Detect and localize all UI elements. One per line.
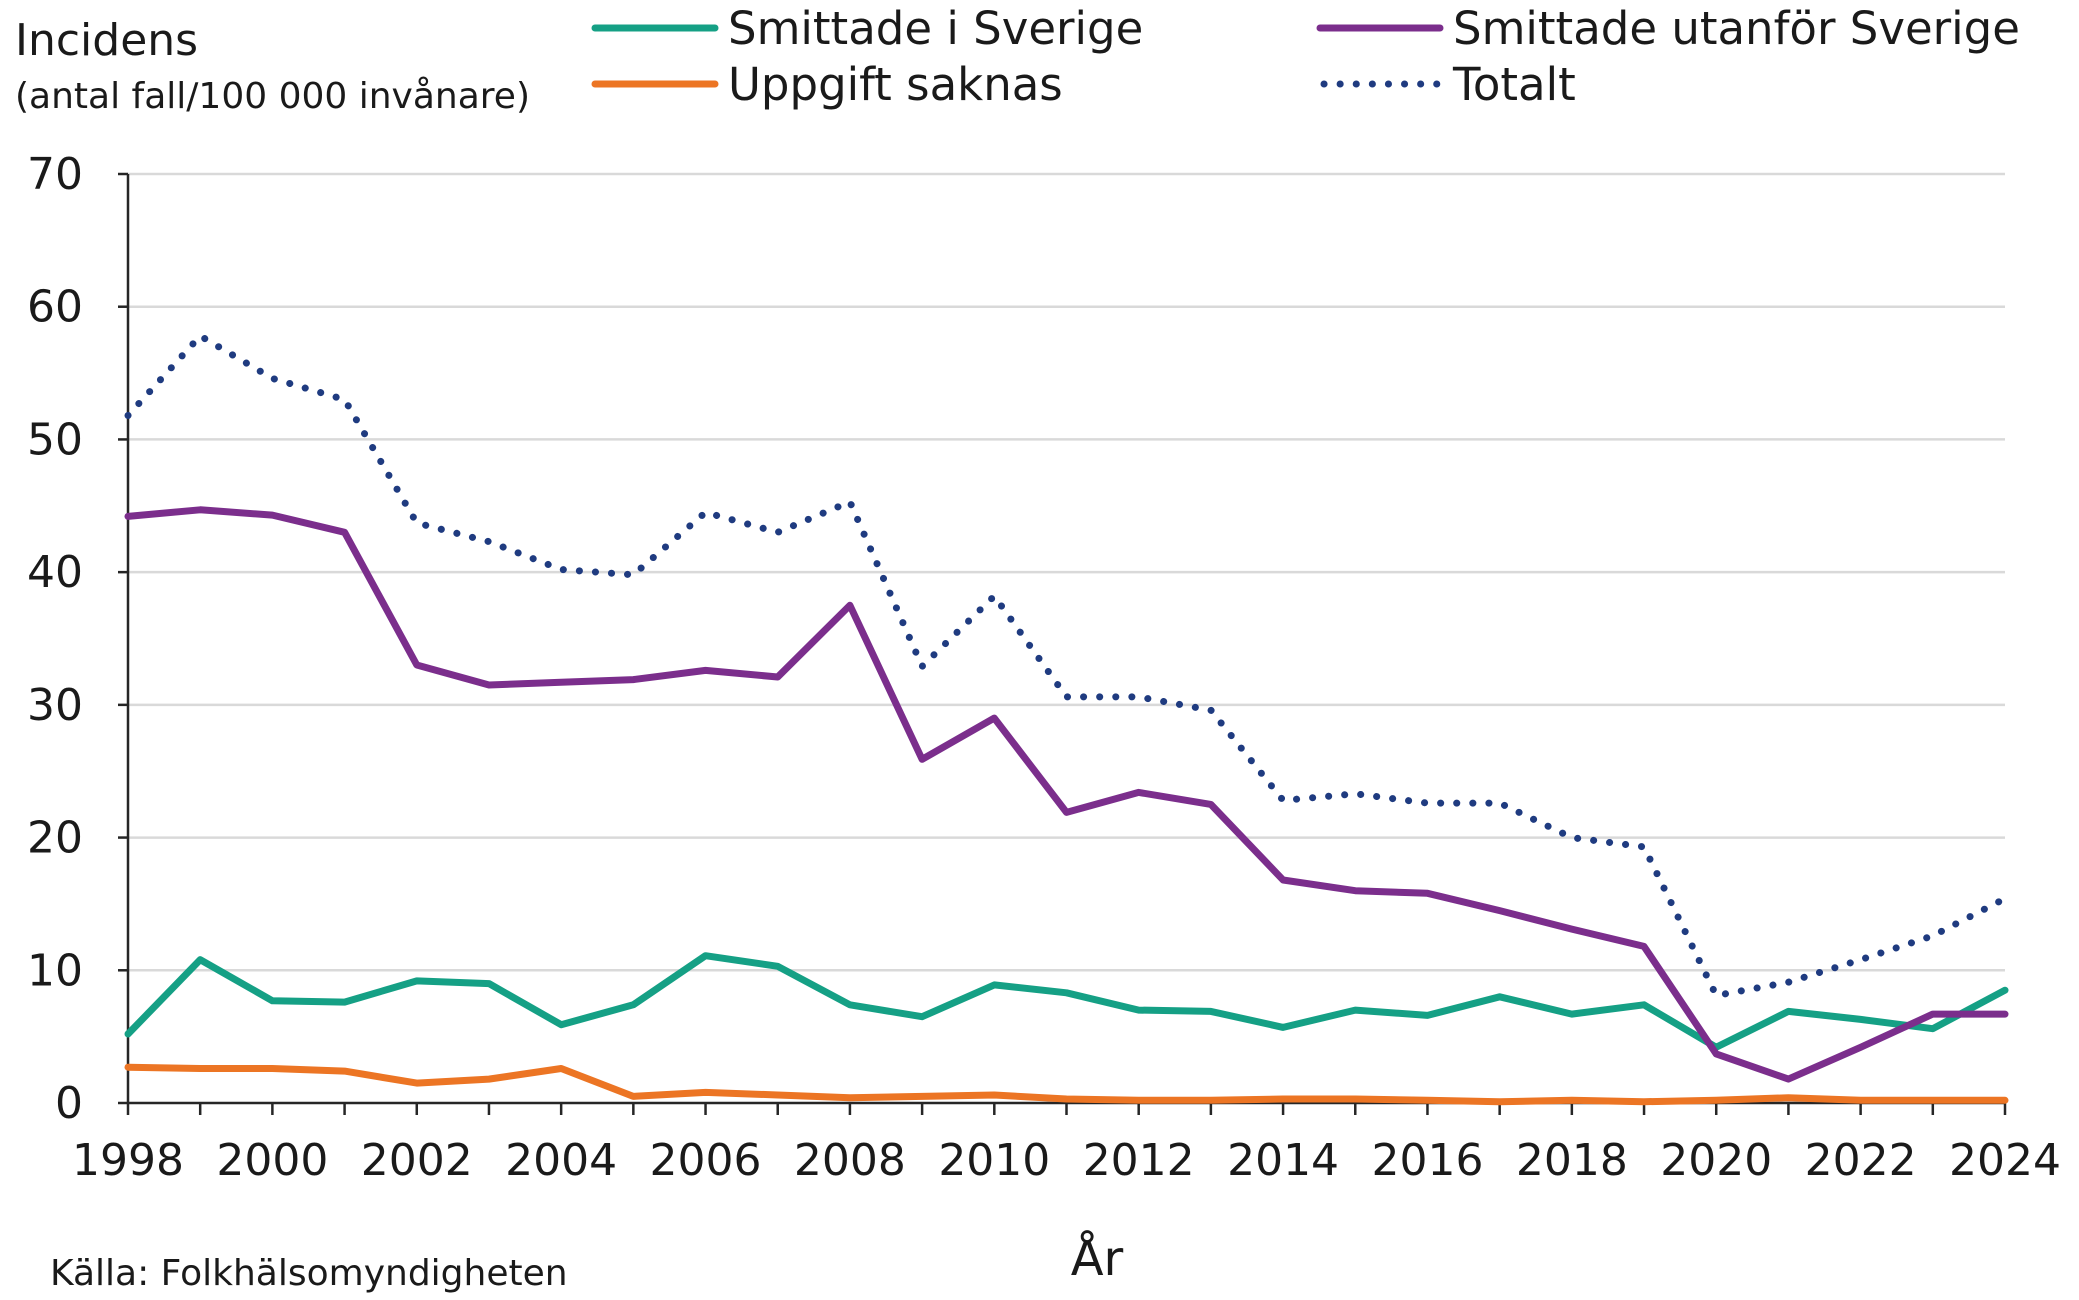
x-tick-label-2022: 2022 [1805,1135,1917,1186]
x-tick-label-2018: 2018 [1516,1135,1628,1186]
legend-label-inland: Smittade i Sverige [728,2,1143,55]
y-tick-label-70: 70 [27,149,83,200]
legend-item-inland: Smittade i Sverige [591,2,1143,55]
y-tick-label-20: 20 [27,813,83,864]
x-tick-label-2012: 2012 [1083,1135,1195,1186]
series-line-total [124,331,2009,1000]
legend-label-total: Totalt [1452,58,1576,111]
y-tick-label-50: 50 [27,414,83,465]
x-tick-label-2008: 2008 [794,1135,906,1186]
series-line-inland [124,952,2009,1051]
legend-item-total: Totalt [1320,58,1576,111]
x-tick-label-2016: 2016 [1371,1135,1483,1186]
source-note: Källa: Folkhälsomyndigheten [50,1253,568,1294]
x-tick-label-2006: 2006 [650,1135,762,1186]
x-axis-title: År [1071,1230,1124,1287]
x-tick-label-2020: 2020 [1660,1135,1772,1186]
y-tick-label-40: 40 [27,547,83,598]
gridlines [128,172,2005,972]
x-tick-label-2010: 2010 [938,1135,1050,1186]
x-tick-label-1998: 1998 [72,1135,184,1186]
legend-label-abroad: Smittade utanför Sverige [1453,2,2020,55]
x-tick-label-2004: 2004 [505,1135,617,1186]
y-tick-label-10: 10 [27,945,83,996]
axes: 0 10 20 30 40 50 60 70 1998 2000 2002 2004 2006 2008 2… [27,149,2061,1186]
y-tick-label-0: 0 [55,1078,83,1129]
series-line-missing [124,1063,2009,1106]
legend-label-missing: Uppgift saknas [728,58,1063,111]
legend-item-missing: Uppgift saknas [591,58,1063,111]
x-tick-label-2014: 2014 [1227,1135,1339,1186]
x-tick-label-2002: 2002 [361,1135,473,1186]
series [124,331,2009,1106]
legend: Smittade i Sverige Smittade utanför Sver… [591,2,2020,111]
x-tick-label-2024: 2024 [1949,1135,2061,1186]
y-tick-label-30: 30 [27,680,83,731]
y-axis-subtitle: (antal fall/100 000 invånare) [15,76,530,117]
x-tick-label-2000: 2000 [216,1135,328,1186]
legend-item-abroad: Smittade utanför Sverige [1316,2,2020,55]
y-axis-title: Incidens [15,15,198,66]
series-line-abroad [124,506,2009,1083]
y-tick-label-60: 60 [27,282,83,333]
